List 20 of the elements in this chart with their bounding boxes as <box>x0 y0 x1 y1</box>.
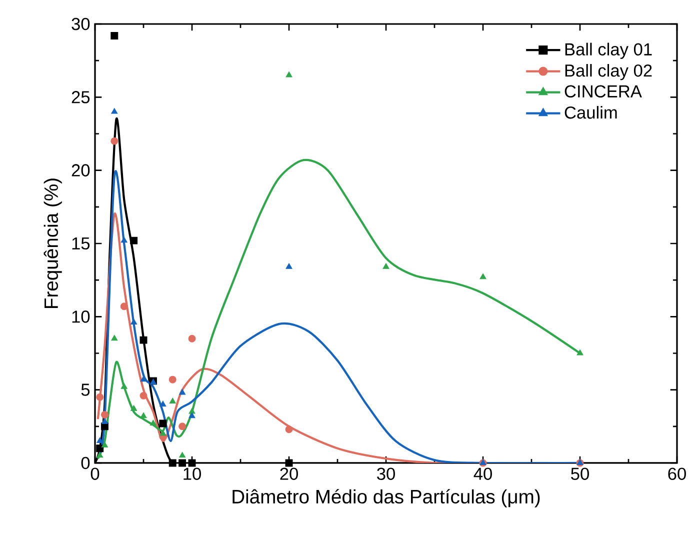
x-tick-label: 60 <box>668 468 686 480</box>
x-tick-label: 20 <box>280 468 298 480</box>
x-tick-label: 50 <box>571 468 589 480</box>
legend-label: Caulim <box>564 106 617 119</box>
y-tick-label: 20 <box>72 164 90 176</box>
y-tick-label: 10 <box>72 310 90 323</box>
legend-label: CINCERA <box>564 85 642 98</box>
y-tick-label: 5 <box>81 384 90 396</box>
legend-label: Ball clay 02 <box>565 64 652 80</box>
x-axis-title: Diâmetro Médio das Partículas (μm) <box>232 489 540 508</box>
y-tick-label: 30 <box>72 18 90 30</box>
x-tick-label: 40 <box>474 468 492 480</box>
y-axis-title: Frequência (%) <box>44 178 62 308</box>
x-tick-label: 0 <box>90 468 100 480</box>
legend-label: Ball clay 01 <box>565 42 652 59</box>
y-tick-label: 15 <box>72 237 90 250</box>
x-tick-label: 10 <box>184 468 201 480</box>
y-tick-label: 25 <box>72 91 90 104</box>
y-tick-label: 0 <box>81 456 90 470</box>
x-tick-label: 30 <box>377 468 395 480</box>
